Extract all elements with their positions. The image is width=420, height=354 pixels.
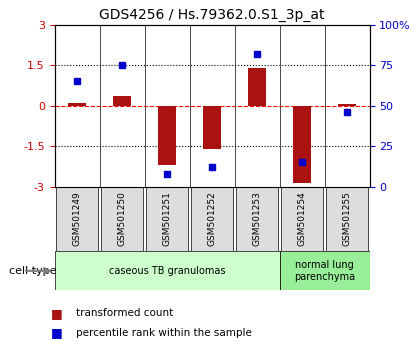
Text: GSM501253: GSM501253 [252,192,262,246]
FancyBboxPatch shape [191,187,233,251]
FancyBboxPatch shape [326,187,368,251]
Text: GSM501250: GSM501250 [118,192,126,246]
Bar [248,68,266,106]
Bar [203,106,221,149]
Text: percentile rank within the sample: percentile rank within the sample [76,328,252,338]
Text: cell type: cell type [9,266,57,276]
FancyBboxPatch shape [146,187,188,251]
Bar [158,106,176,165]
Text: GSM501251: GSM501251 [163,192,172,246]
Text: ■: ■ [50,307,62,320]
Text: GSM501249: GSM501249 [73,192,81,246]
FancyBboxPatch shape [280,251,370,290]
Bar [338,104,356,106]
FancyBboxPatch shape [55,251,280,290]
Title: GDS4256 / Hs.79362.0.S1_3p_at: GDS4256 / Hs.79362.0.S1_3p_at [100,8,325,22]
FancyBboxPatch shape [56,187,98,251]
Text: ■: ■ [50,326,62,339]
Text: GSM501255: GSM501255 [343,192,352,246]
Text: transformed count: transformed count [76,308,173,318]
FancyBboxPatch shape [281,187,323,251]
Text: GSM501254: GSM501254 [298,192,307,246]
FancyBboxPatch shape [236,187,278,251]
Text: normal lung
parenchyma: normal lung parenchyma [294,260,355,282]
Bar [68,103,86,106]
FancyBboxPatch shape [101,187,143,251]
Bar [113,96,131,106]
Text: GSM501252: GSM501252 [207,192,217,246]
Bar [293,106,311,183]
Text: caseous TB granulomas: caseous TB granulomas [109,266,226,276]
